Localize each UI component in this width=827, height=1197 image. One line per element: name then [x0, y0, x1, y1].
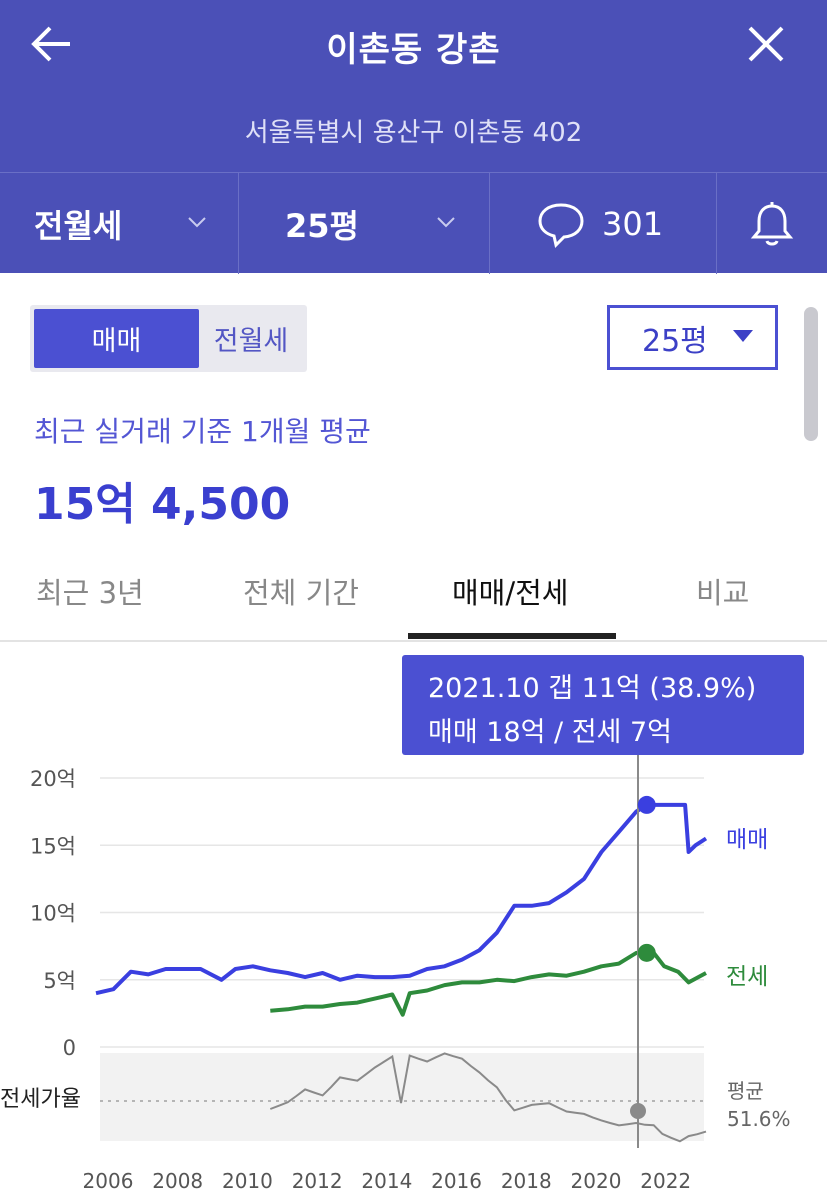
toggle-sale-button[interactable]: 매매 — [34, 309, 199, 368]
x-tick-label: 2020 — [571, 1169, 622, 1193]
toggle-rent-button[interactable]: 전월세 — [213, 326, 289, 357]
tab-compare[interactable]: 비교 — [696, 576, 750, 610]
speech-bubble-icon — [538, 202, 584, 248]
y-tick-label: 0 — [63, 1036, 76, 1060]
average-value: 51.6% — [727, 1107, 791, 1131]
notification-button[interactable] — [717, 173, 827, 274]
sale-rent-toggle: 매매 전월세 — [30, 305, 307, 372]
y-tick-label: 15억 — [30, 834, 76, 858]
x-tick-label: 2014 — [361, 1169, 412, 1193]
trade-type-dropdown[interactable]: 전월세 — [0, 173, 239, 274]
x-tick-label: 2006 — [83, 1169, 134, 1193]
x-tick-label: 2008 — [152, 1169, 203, 1193]
y-tick-label: 5억 — [43, 969, 76, 993]
size-select[interactable]: 25평 — [607, 305, 778, 370]
x-tick-label: 2012 — [292, 1169, 343, 1193]
chevron-down-icon — [437, 217, 455, 228]
back-arrow-icon[interactable] — [30, 22, 74, 66]
jeonse-ratio-line — [269, 1052, 707, 1143]
x-axis-labels: 2006 2008 2010 2012 2014 2016 2018 2020 2022 — [83, 1169, 692, 1193]
x-tick-label: 2018 — [501, 1169, 552, 1193]
size-select-label: 25평 — [642, 323, 708, 359]
x-tick-label: 2016 — [431, 1169, 482, 1193]
legend-sale: 매매 — [726, 827, 768, 853]
tab-all-period[interactable]: 전체 기간 — [243, 576, 359, 610]
bell-icon — [750, 201, 794, 245]
chart-grid — [100, 777, 704, 1048]
chart-tooltip: 2021.10 갭 11억 (38.9%) 매매 18억 / 전세 7억 — [402, 655, 804, 755]
close-icon[interactable] — [744, 22, 788, 66]
comment-count: 301 — [602, 204, 664, 243]
app-header: 이촌동 강촌 서울특별시 용산구 이촌동 402 전월세 25평 301 — [0, 0, 827, 274]
sale-series-line — [95, 802, 708, 996]
legend-jeonse: 전세 — [726, 964, 768, 990]
x-tick-label: 2010 — [222, 1169, 273, 1193]
comments-button[interactable]: 301 — [490, 173, 717, 274]
area-label: 25평 — [285, 206, 359, 245]
price-chart[interactable]: 20억 15억 10억 5억 0 2006 2008 2010 2012 2014 2016 201… — [0, 645, 827, 1197]
period-tabs: 최근 3년 전체 기간 매매/전세 비교 — [0, 540, 827, 642]
ratio-label: 전세가율 — [0, 1087, 81, 1112]
jeonse-series-line — [270, 950, 707, 1017]
x-tick-label: 2022 — [640, 1169, 691, 1193]
y-axis-labels: 20억 15억 10억 5억 0 — [30, 767, 76, 1060]
trade-type-label: 전월세 — [34, 206, 123, 245]
area-dropdown[interactable]: 25평 — [239, 173, 490, 274]
tab-recent-3y[interactable]: 최근 3년 — [36, 576, 144, 610]
scrollbar[interactable] — [804, 307, 818, 441]
address-text: 서울특별시 용산구 이촌동 402 — [244, 118, 583, 148]
header-filter-row: 전월세 25평 301 — [0, 172, 827, 274]
page-title: 이촌동 강촌 — [326, 30, 501, 70]
active-tab-underline — [408, 633, 616, 639]
price-caption: 최근 실거래 기준 1개월 평균 — [34, 415, 371, 448]
chevron-down-icon — [188, 217, 206, 228]
tab-sale-rent[interactable]: 매매/전세 — [452, 576, 569, 610]
sale-highlight-point — [637, 795, 656, 814]
average-label: 평균 — [727, 1079, 764, 1103]
jeonse-highlight-point — [637, 943, 656, 962]
tooltip-line-2: 매매 18억 / 전세 7억 — [428, 717, 673, 748]
dropdown-triangle-icon — [733, 330, 753, 342]
ratio-highlight-point — [630, 1103, 646, 1119]
y-tick-label: 20억 — [30, 767, 76, 791]
y-tick-label: 10억 — [30, 902, 76, 926]
price-value: 15억 4,500 — [34, 479, 291, 530]
tooltip-line-1: 2021.10 갭 11억 (38.9%) — [428, 673, 757, 704]
